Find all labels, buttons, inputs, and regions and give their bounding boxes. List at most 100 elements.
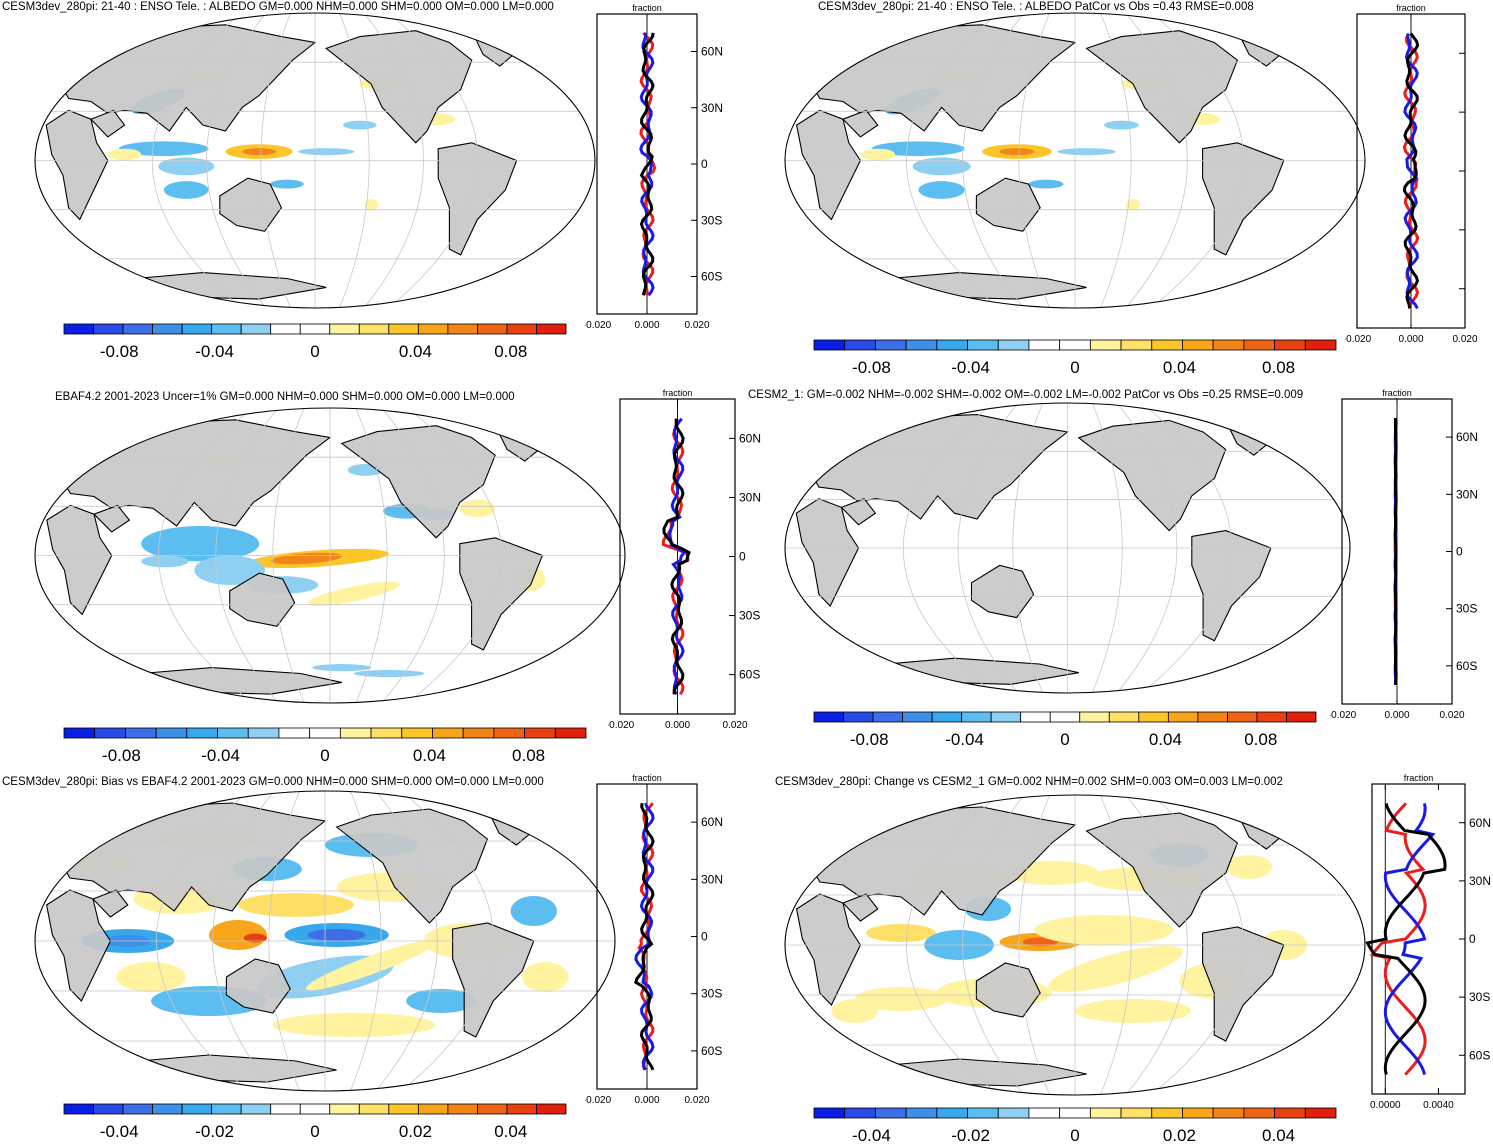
field-contour — [1104, 120, 1139, 130]
field-contour — [459, 499, 496, 518]
colorbar-label: 0.04 — [1163, 358, 1196, 377]
black-series-line — [1365, 802, 1447, 1075]
longitude-line — [156, 791, 250, 1091]
colorbar-swatch — [1151, 339, 1183, 351]
field-contour — [298, 148, 355, 156]
latitude-label: 30S — [701, 213, 722, 227]
longitude-line — [355, 408, 388, 703]
colorbar-swatch — [1274, 1107, 1306, 1119]
longitude-line — [1091, 403, 1123, 693]
x-tick-label: 0.000 — [665, 720, 690, 731]
latitude-label: 30S — [1469, 990, 1490, 1004]
longitude-line — [1116, 403, 1178, 693]
field-contour — [141, 555, 189, 568]
colorbar-swatch — [936, 1107, 968, 1119]
longitude-line — [350, 791, 382, 1091]
continent-africa — [795, 109, 862, 221]
latitude-label: 0 — [701, 930, 708, 944]
colorbar-swatch — [902, 711, 933, 723]
field-contour — [831, 999, 878, 1023]
colorbar-swatch — [1089, 339, 1122, 351]
colorbar-swatch — [358, 323, 390, 335]
map-border — [784, 794, 1366, 1096]
latitude-label: 60S — [701, 270, 722, 284]
field-contour — [1075, 999, 1191, 1023]
longitude-line — [906, 13, 1000, 308]
longitude-line — [1125, 13, 1188, 308]
colorbar-label: 0.08 — [494, 342, 527, 361]
colorbar-swatch — [997, 1107, 1030, 1119]
map — [34, 790, 616, 1092]
continent-samerica — [1202, 142, 1285, 256]
field-contour — [242, 148, 276, 156]
map-border — [784, 402, 1351, 694]
colorbar-swatch — [875, 339, 907, 351]
field-contour — [343, 120, 377, 130]
colorbar-swatch — [524, 727, 556, 739]
blue-series-line — [1383, 803, 1436, 1076]
zonal-mean-profile: fraction 0.0000 0.0040 60N 30N 0 30S 60S — [1365, 773, 1491, 1111]
x-tick-label: 0.000 — [634, 320, 659, 331]
colorbar-swatch — [872, 711, 903, 723]
profile-title: fraction — [1404, 773, 1434, 783]
colorbar-swatch — [93, 323, 124, 335]
colorbar: -0.08 -0.04 0 0.04 0.08 — [63, 727, 587, 765]
longitude-line — [1150, 795, 1244, 1095]
colorbar-swatch — [125, 727, 157, 739]
colorbar-swatch — [1028, 1107, 1061, 1119]
zonal-mean-profile: fraction -0.020 0.000 0.020 60N 30N 0 30S 60S — [608, 388, 761, 731]
colorbar-label: 0.04 — [1149, 730, 1182, 749]
map-border — [34, 12, 596, 309]
latitude-label: 30N — [701, 101, 723, 115]
colorbar-swatch — [1120, 339, 1153, 351]
colorbar-swatch — [1049, 711, 1081, 723]
field-contour — [238, 893, 354, 917]
colorbar-label: -0.04 — [201, 746, 240, 765]
colorbar-label: -0.02 — [951, 1126, 990, 1144]
colorbar-swatch — [536, 323, 567, 335]
colorbar-swatch — [1286, 711, 1317, 723]
longitude-line — [1150, 13, 1244, 308]
blue-series-line — [1403, 33, 1419, 310]
panel-title: CESM3dev_280pi: 21-40 : ENSO Tele. : ALB… — [818, 1, 1254, 13]
colorbar-label: 0.08 — [512, 746, 545, 765]
longitude-line — [272, 408, 305, 703]
colorbar-swatch — [477, 1103, 508, 1115]
field-contour — [866, 924, 936, 942]
x-tick-label: -0.020 — [585, 320, 612, 331]
x-tick-label: 0.020 — [684, 1095, 709, 1106]
continent-australia — [975, 962, 1041, 1018]
red-series-line — [1369, 802, 1427, 1076]
continent-australia — [219, 177, 283, 232]
colorbar-label: 0.02 — [399, 1122, 432, 1141]
colorbar-swatch — [1151, 1107, 1183, 1119]
panel-title: CESM2_1: GM=-0.002 NHM=-0.002 SHM=-0.002… — [748, 389, 1304, 401]
field-contour — [194, 555, 266, 585]
colorbar-swatch — [388, 1103, 419, 1115]
field-contour — [406, 989, 476, 1013]
longitude-line — [260, 13, 291, 308]
colorbar-label: 0.04 — [413, 746, 446, 765]
longitude-line — [206, 13, 267, 308]
colorbar-swatch — [1227, 711, 1258, 723]
field-contour — [1225, 855, 1273, 879]
colorbar-swatch — [931, 711, 963, 723]
colorbar-swatch — [432, 727, 464, 739]
colorbar-label: -0.08 — [102, 746, 141, 765]
colorbar-swatch — [1182, 1107, 1214, 1119]
colorbar-swatch — [1079, 711, 1110, 723]
colorbar-swatch — [1028, 339, 1061, 351]
colorbar-swatch — [309, 727, 341, 739]
longitude-line — [1141, 403, 1232, 693]
colorbar-swatch — [462, 727, 495, 739]
colorbar-swatch — [358, 1103, 390, 1115]
longitude-line — [152, 13, 242, 308]
continent-arabia — [840, 498, 877, 526]
colorbar-label: 0 — [310, 1122, 319, 1141]
colorbar-swatch — [905, 339, 938, 351]
colorbar-swatch — [417, 323, 449, 335]
profile-title: fraction — [632, 773, 662, 783]
x-tick-label: 0.000 — [1398, 334, 1423, 345]
colorbar-label: 0.04 — [494, 1122, 527, 1141]
colorbar-swatch — [1212, 1107, 1245, 1119]
